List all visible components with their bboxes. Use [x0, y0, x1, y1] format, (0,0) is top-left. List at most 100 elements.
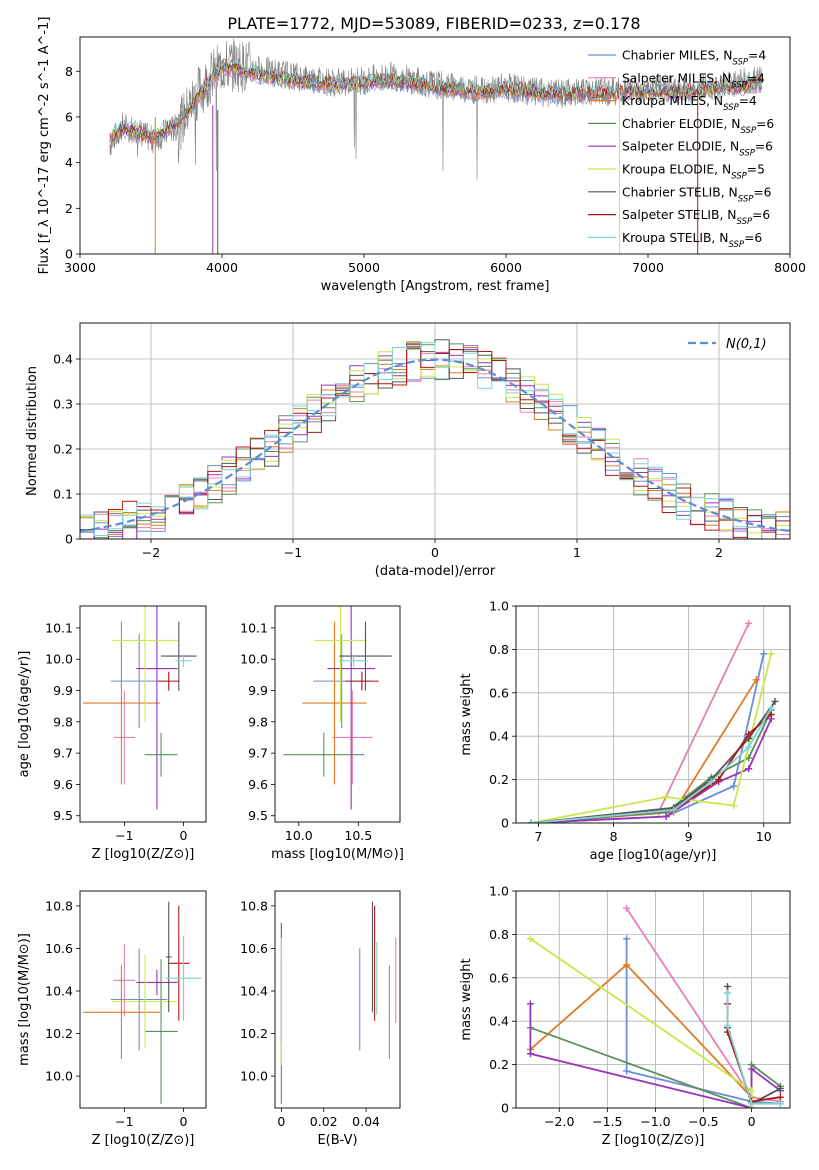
plus-marker: [767, 711, 775, 718]
x-tick-label: 6000: [490, 260, 522, 275]
y-tick-label: 10.6: [45, 941, 73, 956]
axes-root: 3000 4000 5000 6000 7000 800002468wavelength …: [17, 17, 806, 1148]
x-tick-label: 7000: [632, 260, 664, 275]
y-tick-label: 0.3: [53, 397, 73, 412]
x-tick-label: 9: [685, 829, 693, 844]
histogram-step-line: [80, 345, 790, 539]
age-vs-z-axes: −1 0 9.5 9.6 9.7 9.8 9.9 10.0 10.1 Z [log10(Z/Z⊙)…: [17, 605, 207, 862]
mass-weight-line: [529, 1003, 781, 1108]
plus-marker: [526, 1000, 534, 1008]
y-tick-label: 2: [65, 201, 73, 216]
mass-vs-z-axes: −1 0 10.0 10.2 10.4 10.6 10.8 Z [log10(Z/Z⊙)] ma…: [17, 890, 207, 1148]
x-axis-label: E(B-V): [317, 1133, 357, 1148]
plus-marker: [730, 782, 738, 790]
plus-marker: [623, 961, 631, 969]
axes-frame: [274, 605, 401, 823]
x-tick-label: −1.0: [640, 1114, 670, 1129]
x-axis-label: Z [log10(Z/Z⊙)]: [92, 847, 195, 862]
y-tick-label: 9.6: [248, 777, 268, 792]
y-tick-label: 10.2: [240, 1026, 268, 1041]
plus-marker: [662, 793, 670, 801]
y-tick-label: 10.2: [45, 1026, 73, 1041]
mass-weight-line: [530, 653, 773, 823]
x-tick-label: −1.5: [592, 1114, 622, 1129]
x-tick-label: −1: [115, 828, 133, 843]
x-tick-label: 3000: [64, 260, 96, 275]
legend-entry: N(0,1): [726, 337, 767, 352]
legend-entry: Chabrier MILES, NSSP=4: [622, 49, 766, 68]
plus-marker: [724, 1022, 732, 1030]
y-tick-label: 0.2: [489, 772, 509, 787]
x-tick-label: 8: [610, 829, 618, 844]
y-tick-label: 0.6: [489, 685, 509, 700]
plus-marker: [745, 765, 753, 773]
x-tick-label: −1: [115, 1114, 133, 1129]
y-tick-label: 0.2: [489, 1057, 509, 1072]
plus-marker: [623, 935, 631, 943]
y-tick-label: 9.8: [53, 714, 73, 729]
y-tick-label: 10.8: [240, 898, 268, 913]
mass-vs-ebv-axes: 0 0.02 0.04 10.0 10.2 10.4 10.6 10.8 E(B-V): [240, 890, 401, 1148]
massweight-vs-z-plot: [526, 904, 784, 1108]
y-axis-label: Flux [f_λ 10^-17 erg cm^-2 s^-1 A^-1]: [37, 17, 52, 275]
x-tick-label: 10: [756, 829, 772, 844]
plus-marker: [527, 819, 535, 823]
y-tick-label: 10.0: [45, 652, 73, 667]
x-tick-label: 1: [573, 545, 581, 560]
plus-marker: [745, 743, 753, 751]
x-tick-label: 8000: [774, 260, 806, 275]
plus-marker: [745, 619, 753, 627]
mass-weight-line: [726, 986, 781, 1105]
axes-frame: [79, 36, 791, 255]
x-tick-label: −1: [284, 545, 302, 560]
plus-marker: [707, 778, 715, 786]
x-tick-label: 0.02: [310, 1114, 338, 1129]
plus-marker: [526, 935, 534, 943]
x-axis-label: age [log10(age/yr)]: [590, 848, 717, 863]
y-tick-label: 0.1: [53, 487, 73, 502]
y-tick-label: 0.6: [489, 970, 509, 985]
y-tick-label: 0.4: [489, 729, 509, 744]
plus-marker: [623, 904, 631, 912]
y-tick-label: 9.6: [53, 777, 73, 792]
mass-weight-line: [530, 653, 765, 823]
legend-entry: Kroupa ELODIE, NSSP=5: [622, 163, 765, 182]
mass-weight-line: [726, 993, 781, 1105]
y-tick-label: 8: [65, 64, 73, 79]
x-axis-label: mass [log10(M/M⊙)]: [271, 847, 404, 862]
x-tick-label: 0: [180, 1114, 188, 1129]
plus-marker: [748, 1100, 756, 1108]
y-tick-label: 9.5: [53, 808, 73, 823]
x-tick-label: 0: [277, 1114, 285, 1129]
y-tick-label: 0.4: [489, 1014, 509, 1029]
y-tick-label: 9.9: [53, 683, 73, 698]
plus-marker: [724, 982, 732, 990]
plus-marker: [771, 697, 779, 705]
y-tick-label: 0.4: [53, 352, 73, 367]
x-axis-label: Z [log10(Z/Z⊙)]: [602, 1133, 705, 1148]
plus-marker: [767, 650, 775, 658]
y-axis-label: mass [log10(M/M⊙)]: [17, 933, 32, 1066]
y-tick-label: 9.9: [248, 683, 268, 698]
y-tick-label: 0: [65, 247, 73, 262]
y-tick-label: 10.4: [240, 983, 268, 998]
mass-weight-line: [529, 963, 753, 1098]
y-tick-label: 10.0: [240, 1069, 268, 1084]
y-tick-label: 0.8: [489, 927, 509, 942]
legend-entry: Chabrier STELIB, NSSP=6: [622, 185, 772, 204]
y-axis-label: age [log10(age/yr)]: [17, 651, 32, 778]
y-tick-label: 9.8: [248, 714, 268, 729]
y-tick-label: 9.5: [248, 808, 268, 823]
plus-marker: [752, 676, 760, 684]
massweight-vs-age-axes: 7 8 9 10 0 0.2 0.4 0.6 0.8 1.0 age [log10(age/yr)]…: [459, 599, 791, 863]
y-tick-label: 0: [501, 1101, 509, 1116]
x-tick-label: 0: [180, 828, 188, 843]
y-tick-label: 6: [65, 109, 73, 124]
y-axis-label: Normed distribution: [25, 366, 40, 496]
x-tick-label: 0: [748, 1114, 756, 1129]
axes-frame: [79, 322, 791, 540]
plus-marker: [760, 650, 768, 658]
x-tick-label: −2: [142, 545, 160, 560]
y-axis-label: mass weight: [459, 958, 474, 1040]
